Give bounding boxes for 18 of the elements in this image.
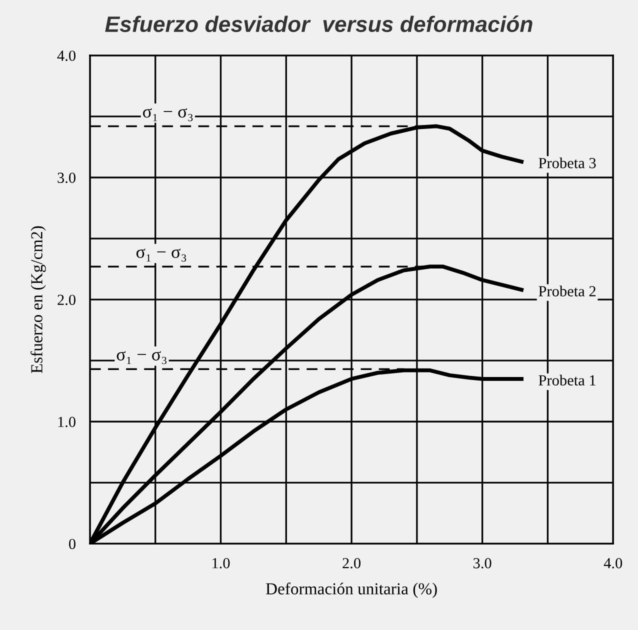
y-tick-label: 2.0 bbox=[58, 294, 76, 306]
y-axis-title: Esfuerzo en (Kg/cm2) bbox=[30, 226, 46, 374]
ref-line-label: σ₁ − σ₃ bbox=[116, 351, 166, 364]
ref-line-label: σ₁ − σ₃ bbox=[136, 248, 186, 262]
y-tick-label: 1.0 bbox=[58, 416, 76, 428]
series-label: Probeta 3 bbox=[538, 157, 596, 168]
x-tick-label: 3.0 bbox=[474, 558, 492, 568]
y-tick-label: 4.0 bbox=[57, 50, 76, 61]
x-axis-title: Deformación unitaria (%) bbox=[266, 582, 437, 598]
series-label: Probeta 1 bbox=[538, 374, 596, 386]
x-tick-label: 4.0 bbox=[604, 558, 622, 568]
x-tick-label: 1.0 bbox=[212, 558, 230, 568]
chart-title: Esfuerzo desviador versus deformación bbox=[105, 16, 532, 32]
ref-line-label: σ₁ − σ₃ bbox=[142, 108, 193, 122]
x-tick-label: 2.0 bbox=[342, 558, 361, 568]
y-tick-label: 0 bbox=[69, 538, 76, 550]
y-tick-label: 3.0 bbox=[58, 172, 76, 184]
series-label: Probeta 2 bbox=[538, 286, 596, 296]
